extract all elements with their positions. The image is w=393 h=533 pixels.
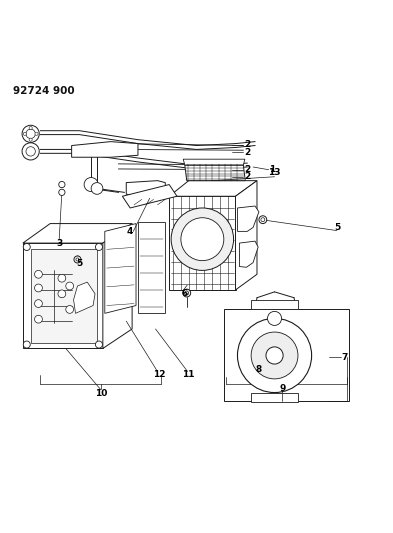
Circle shape bbox=[35, 300, 42, 308]
Text: 2: 2 bbox=[244, 148, 250, 157]
Text: 2: 2 bbox=[244, 172, 250, 181]
Circle shape bbox=[59, 189, 65, 196]
Circle shape bbox=[95, 244, 103, 251]
Text: 9: 9 bbox=[279, 384, 286, 393]
Polygon shape bbox=[239, 241, 258, 267]
Circle shape bbox=[35, 316, 42, 323]
Circle shape bbox=[58, 274, 66, 282]
Polygon shape bbox=[169, 196, 235, 290]
Polygon shape bbox=[237, 206, 259, 231]
Circle shape bbox=[35, 132, 38, 135]
Circle shape bbox=[171, 208, 233, 270]
Circle shape bbox=[26, 129, 35, 139]
Polygon shape bbox=[235, 181, 257, 290]
Circle shape bbox=[266, 347, 283, 364]
Text: 6: 6 bbox=[182, 289, 188, 298]
Circle shape bbox=[29, 138, 32, 141]
Polygon shape bbox=[23, 223, 132, 243]
Circle shape bbox=[23, 132, 26, 135]
Polygon shape bbox=[105, 223, 136, 313]
Circle shape bbox=[22, 125, 39, 142]
Circle shape bbox=[259, 216, 267, 223]
Polygon shape bbox=[23, 243, 103, 349]
Circle shape bbox=[181, 217, 224, 261]
Circle shape bbox=[95, 341, 103, 348]
Polygon shape bbox=[73, 282, 95, 313]
Polygon shape bbox=[251, 300, 298, 310]
Polygon shape bbox=[122, 184, 177, 208]
Circle shape bbox=[76, 258, 79, 261]
Polygon shape bbox=[126, 181, 165, 196]
Polygon shape bbox=[31, 249, 97, 343]
Circle shape bbox=[183, 289, 191, 297]
Polygon shape bbox=[138, 222, 165, 313]
Text: 12: 12 bbox=[153, 370, 166, 379]
Text: 13: 13 bbox=[268, 168, 281, 177]
Circle shape bbox=[74, 256, 81, 263]
Circle shape bbox=[23, 244, 30, 251]
Text: 7: 7 bbox=[342, 352, 348, 361]
Polygon shape bbox=[224, 310, 349, 401]
Circle shape bbox=[251, 332, 298, 379]
Text: 92724 900: 92724 900 bbox=[13, 86, 75, 96]
Circle shape bbox=[59, 181, 65, 188]
Text: 5: 5 bbox=[334, 223, 340, 232]
Polygon shape bbox=[183, 159, 245, 165]
Polygon shape bbox=[185, 165, 245, 181]
Polygon shape bbox=[103, 223, 132, 349]
Polygon shape bbox=[251, 392, 298, 402]
Circle shape bbox=[26, 147, 35, 156]
Circle shape bbox=[22, 143, 39, 160]
Text: 8: 8 bbox=[256, 366, 262, 374]
Polygon shape bbox=[72, 142, 138, 157]
Text: 4: 4 bbox=[127, 227, 133, 236]
Circle shape bbox=[35, 284, 42, 292]
Text: 5: 5 bbox=[76, 259, 83, 268]
Circle shape bbox=[35, 270, 42, 278]
Text: 11: 11 bbox=[182, 370, 195, 379]
Circle shape bbox=[261, 217, 265, 222]
Circle shape bbox=[237, 318, 312, 392]
Circle shape bbox=[23, 341, 30, 348]
Circle shape bbox=[66, 305, 73, 313]
Text: 3: 3 bbox=[56, 239, 62, 248]
Circle shape bbox=[91, 183, 103, 195]
Circle shape bbox=[66, 282, 73, 290]
Circle shape bbox=[268, 311, 281, 326]
Circle shape bbox=[29, 126, 32, 130]
Circle shape bbox=[58, 290, 66, 298]
Text: 1: 1 bbox=[270, 165, 276, 174]
Polygon shape bbox=[169, 181, 257, 196]
Circle shape bbox=[185, 291, 189, 295]
Circle shape bbox=[84, 177, 98, 191]
Text: 2: 2 bbox=[244, 165, 250, 174]
Text: 10: 10 bbox=[95, 389, 107, 398]
Text: 2: 2 bbox=[244, 140, 250, 149]
